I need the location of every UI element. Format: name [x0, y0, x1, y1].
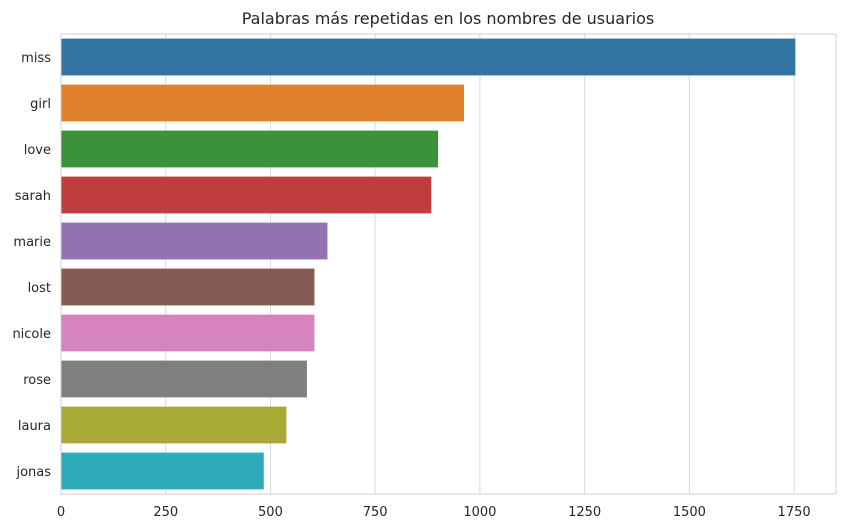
x-tick-label: 1500 — [673, 505, 706, 520]
x-tick-label: 250 — [153, 505, 178, 520]
y-tick-label-laura: laura — [18, 419, 51, 434]
x-tick-labels: 0 250 500 750 1000 1250 1500 1750 — [57, 505, 811, 520]
y-tick-label-girl: girl — [30, 97, 51, 112]
y-tick-label-sarah: sarah — [15, 189, 51, 204]
bar-lost — [61, 268, 315, 306]
bar-laura — [61, 406, 287, 444]
y-tick-label-lost: lost — [28, 281, 51, 296]
bar-sarah — [61, 176, 432, 214]
y-tick-label-marie: marie — [13, 235, 51, 250]
axes-frame — [60, 33, 837, 495]
x-tick-label: 1000 — [463, 505, 496, 520]
bar-nicole — [61, 314, 315, 352]
y-tick-label-love: love — [24, 143, 51, 158]
bar-marie — [61, 222, 328, 260]
y-tick-label-miss: miss — [21, 51, 51, 66]
x-tick-label: 1750 — [778, 505, 811, 520]
x-tick-label: 0 — [57, 505, 65, 520]
x-tick-label: 1250 — [568, 505, 601, 520]
y-tick-label-nicole: nicole — [12, 327, 51, 342]
y-tick-label-rose: rose — [23, 373, 51, 388]
bar-girl — [61, 84, 464, 122]
x-tick-label: 750 — [363, 505, 388, 520]
bar-jonas — [61, 452, 264, 490]
x-tick-label: 500 — [258, 505, 283, 520]
bar-love — [61, 130, 439, 168]
y-tick-labels: miss girl love sarah marie lost nicole rose laur… — [12, 51, 51, 480]
bar-miss — [61, 38, 796, 76]
y-tick-label-jonas: jonas — [15, 465, 51, 480]
bar-rose — [61, 360, 307, 398]
chart-title: Palabras más repetidas en los nombres de… — [242, 9, 654, 28]
bars — [61, 38, 796, 490]
